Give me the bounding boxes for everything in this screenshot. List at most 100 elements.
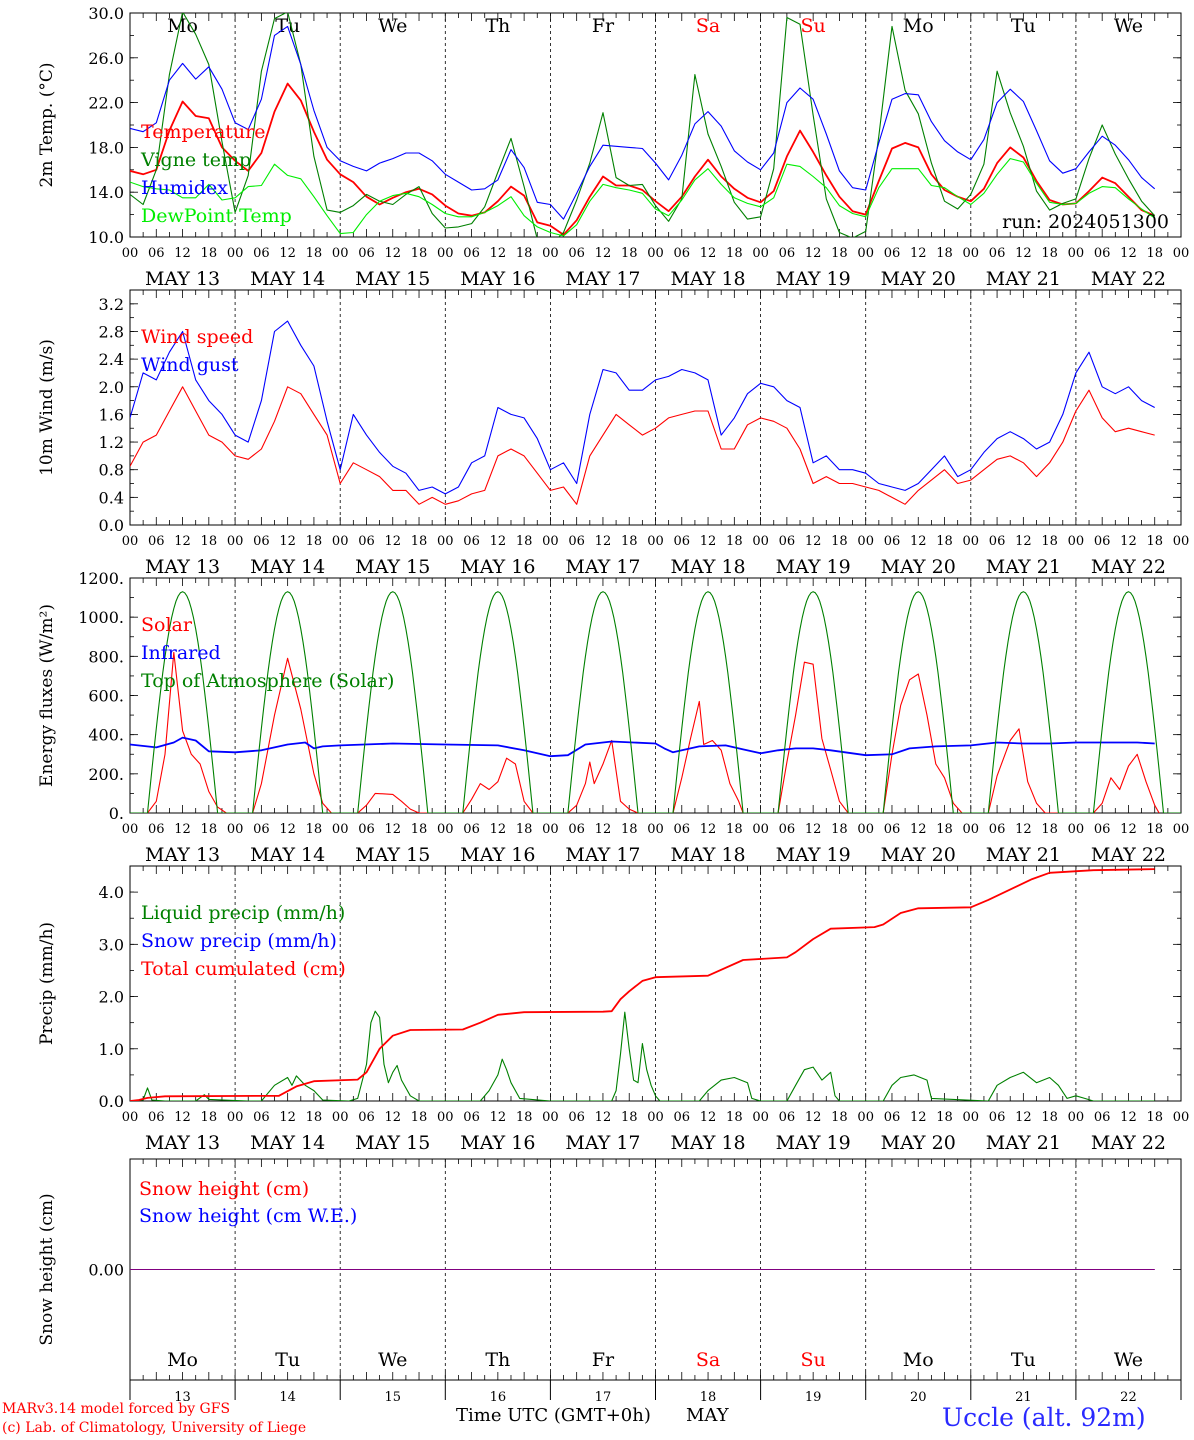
hour-tick-label: 00: [332, 246, 349, 261]
y-tick-label: 1.0: [99, 1040, 124, 1059]
legend-entry: Top of Atmosphere (Solar): [141, 670, 394, 692]
hour-tick-label: 12: [174, 822, 191, 837]
legend-entry: Liquid precip (mm/h): [141, 902, 345, 924]
date-label: MAY 18: [670, 268, 745, 290]
day-number: 21: [1015, 1390, 1032, 1405]
hour-tick-label: 12: [384, 822, 401, 837]
station-label: Uccle (alt. 92m): [942, 1403, 1146, 1432]
hour-tick-label: 18: [201, 246, 218, 261]
hour-tick-label: 00: [542, 534, 559, 549]
y-tick-label: 4.0: [99, 883, 124, 902]
hour-tick-label: 06: [253, 822, 270, 837]
date-label: MAY 13: [145, 556, 220, 578]
hour-tick-label: 06: [674, 534, 691, 549]
day-number: 13: [174, 1390, 191, 1405]
date-label: MAY 17: [565, 268, 640, 290]
hour-tick-label: 00: [752, 246, 769, 261]
legend-entry: Snow precip (mm/h): [141, 930, 337, 952]
date-label: MAY 20: [881, 844, 956, 866]
hour-tick-label: 00: [122, 246, 139, 261]
date-label: MAY 16: [460, 844, 535, 866]
hour-tick-label: 12: [700, 1110, 717, 1125]
hour-tick-label: 00: [857, 1110, 874, 1125]
y-tick-label: 18.0: [88, 138, 124, 157]
hour-tick-label: 06: [779, 1110, 796, 1125]
hour-tick-label: 12: [279, 246, 296, 261]
date-label: MAY 20: [881, 1132, 956, 1154]
hour-tick-label: 00: [542, 1110, 559, 1125]
hour-tick-label: 12: [490, 1110, 507, 1125]
hour-tick-label: 18: [306, 1110, 323, 1125]
hour-tick-label: 00: [752, 822, 769, 837]
series-group: [130, 591, 1181, 813]
date-label: MAY 16: [460, 556, 535, 578]
hour-tick-label: 00: [857, 822, 874, 837]
weekday-label: Tu: [1011, 15, 1036, 37]
hour-tick-label: 00: [1173, 534, 1190, 549]
y-axis-label: Precip (mm/h): [37, 922, 57, 1045]
date-label: MAY 17: [565, 556, 640, 578]
y-tick-label: 800.: [88, 647, 124, 666]
hour-tick-label: 12: [595, 1110, 612, 1125]
hour-tick-label: 12: [805, 246, 822, 261]
series-liquid-precip-mm-h: [130, 1010, 1155, 1101]
y-tick-label: 200.: [88, 765, 124, 784]
hour-tick-label: 12: [700, 822, 717, 837]
hour-tick-label: 12: [805, 822, 822, 837]
hour-tick-label: 06: [463, 1110, 480, 1125]
y-tick-label: 10.0: [88, 228, 124, 247]
hour-tick-label: 06: [253, 246, 270, 261]
hour-tick-label: 18: [1146, 246, 1163, 261]
weekday-label: We: [1114, 1349, 1143, 1371]
hour-tick-label: 06: [358, 1110, 375, 1125]
hour-tick-label: 18: [936, 1110, 953, 1125]
hour-tick-label: 12: [910, 534, 927, 549]
hour-tick-label: 00: [1068, 822, 1085, 837]
date-label: MAY 15: [355, 556, 430, 578]
legend-entry: Snow height (cm): [139, 1178, 309, 1200]
x-axis-title: Time UTC (GMT+0h): [456, 1405, 651, 1426]
hour-tick-label: 12: [279, 1110, 296, 1125]
hour-tick-label: 06: [1094, 822, 1111, 837]
hour-tick-label: 00: [227, 246, 244, 261]
hour-tick-label: 06: [884, 822, 901, 837]
date-label: MAY 18: [670, 556, 745, 578]
y-tick-label: 22.0: [88, 94, 124, 113]
hour-tick-label: 12: [700, 534, 717, 549]
hour-tick-label: 00: [1173, 246, 1190, 261]
credit-note: (c) Lab. of Climatology, University of L…: [2, 1420, 307, 1436]
legend-entry: Wind speed: [141, 326, 253, 348]
y-tick-label: 0.00: [88, 1261, 124, 1280]
series-dewpoint-temp: [130, 158, 1156, 237]
y-tick-label: 30.0: [88, 4, 124, 23]
legend-entry: Vigne temp: [140, 149, 251, 171]
hour-tick-label: 06: [148, 1110, 165, 1125]
hour-tick-label: 12: [174, 1110, 191, 1125]
hour-tick-label: 06: [989, 822, 1006, 837]
hour-tick-label: 06: [674, 822, 691, 837]
hour-tick-label: 12: [910, 1110, 927, 1125]
hour-tick-label: 06: [463, 246, 480, 261]
hour-tick-label: 00: [647, 246, 664, 261]
hour-tick-label: 00: [1068, 246, 1085, 261]
date-label: MAY 19: [776, 556, 851, 578]
hour-tick-label: 12: [490, 534, 507, 549]
weekday-label: Su: [801, 1349, 826, 1371]
hour-tick-label: 12: [595, 246, 612, 261]
y-tick-label: 1.6: [99, 405, 124, 424]
y-tick-label: 2.0: [99, 378, 124, 397]
hour-tick-label: 18: [831, 822, 848, 837]
hour-tick-label: 00: [332, 1110, 349, 1125]
hour-tick-label: 00: [122, 534, 139, 549]
hour-tick-label: 06: [463, 822, 480, 837]
weekday-label: Sa: [696, 1349, 720, 1371]
y-axis-label: Snow height (cm): [37, 1193, 57, 1345]
hour-tick-label: 00: [647, 1110, 664, 1125]
hour-tick-label: 06: [358, 822, 375, 837]
date-label: MAY 16: [460, 1132, 535, 1154]
date-label: MAY 14: [250, 1132, 325, 1154]
weekday-label: Mo: [167, 15, 198, 37]
date-label: MAY 14: [250, 844, 325, 866]
weekday-label: Sa: [696, 15, 720, 37]
day-number: 22: [1120, 1390, 1137, 1405]
